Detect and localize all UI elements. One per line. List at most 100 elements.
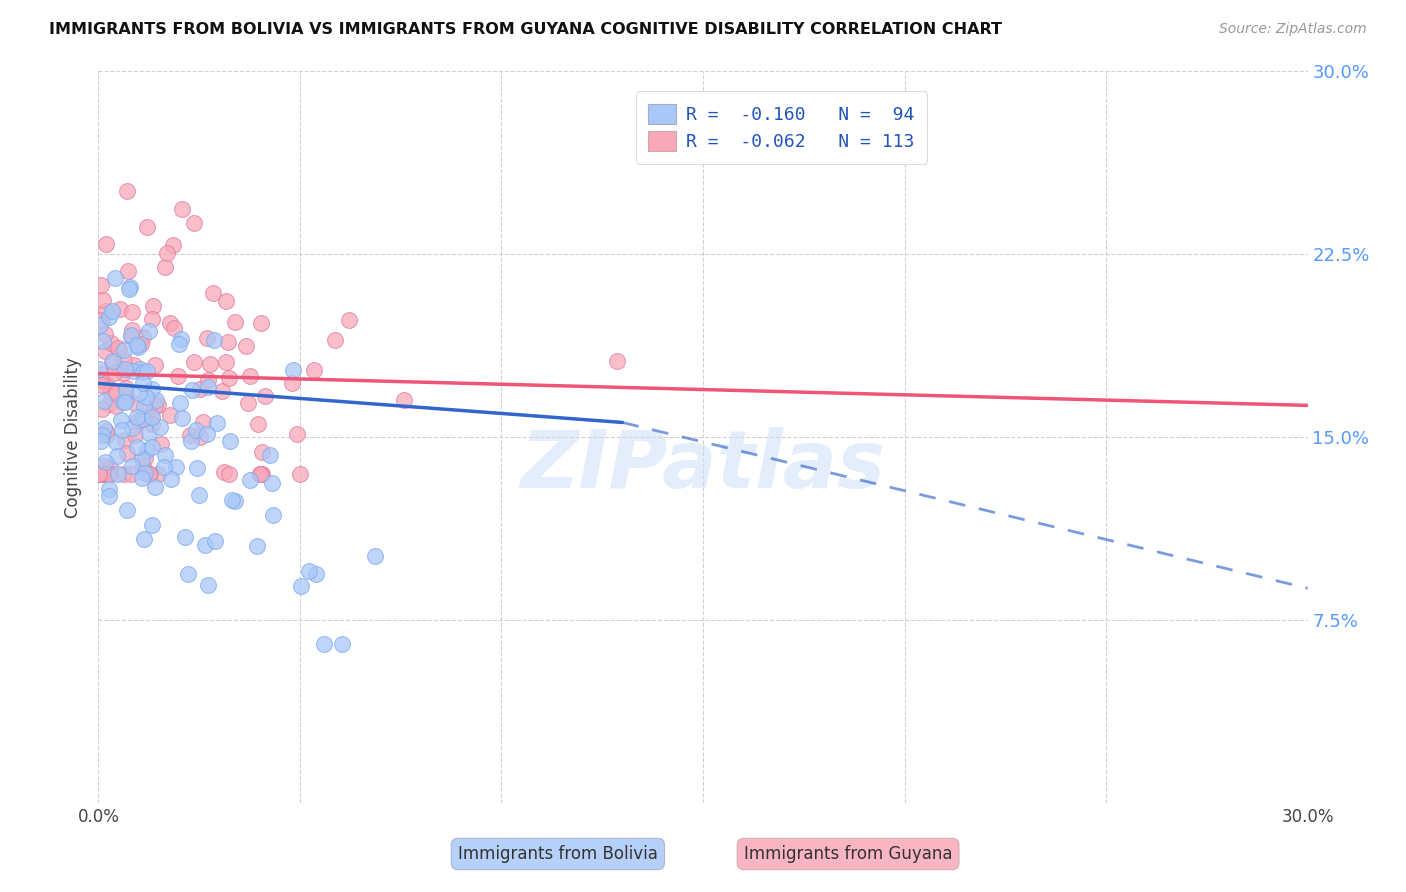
Point xyxy=(87,467,110,481)
Point xyxy=(236,396,259,410)
Point xyxy=(150,437,173,451)
Point xyxy=(194,538,217,552)
Point xyxy=(138,467,160,481)
Point xyxy=(259,448,281,462)
Point xyxy=(129,337,152,351)
Point xyxy=(110,413,132,427)
Point xyxy=(149,419,172,434)
Point xyxy=(100,467,122,481)
Point xyxy=(162,238,184,252)
Point xyxy=(122,359,145,373)
Point xyxy=(132,376,155,391)
Point xyxy=(134,451,156,466)
Point xyxy=(252,444,274,458)
Point xyxy=(183,355,205,369)
Point xyxy=(143,358,166,372)
Point xyxy=(134,467,156,481)
Point xyxy=(249,316,271,330)
Point xyxy=(281,376,304,390)
Point xyxy=(163,320,186,334)
Point xyxy=(215,293,238,308)
Point xyxy=(205,417,228,431)
Point xyxy=(160,471,183,485)
Point xyxy=(262,508,284,523)
Point xyxy=(120,328,142,343)
Point xyxy=(191,415,214,429)
Point xyxy=(159,408,181,422)
Point xyxy=(100,335,122,350)
Point xyxy=(107,449,129,463)
Point xyxy=(91,313,114,327)
Point xyxy=(330,637,353,651)
Point xyxy=(221,492,243,507)
Point xyxy=(97,467,120,481)
Point xyxy=(87,362,110,376)
Point xyxy=(197,373,219,387)
Point xyxy=(290,467,312,481)
Point xyxy=(94,304,117,318)
Point xyxy=(103,366,125,380)
Point xyxy=(262,475,284,490)
Point xyxy=(111,423,134,437)
Point xyxy=(115,184,138,198)
Point xyxy=(97,397,120,411)
Point xyxy=(118,282,141,296)
Text: Source: ZipAtlas.com: Source: ZipAtlas.com xyxy=(1219,22,1367,37)
Point xyxy=(98,310,121,324)
Point xyxy=(100,303,122,318)
Point xyxy=(173,530,195,544)
Point xyxy=(141,440,163,454)
Point xyxy=(156,245,179,260)
Point xyxy=(94,455,117,469)
Point xyxy=(112,395,135,409)
Point xyxy=(91,458,114,473)
Point xyxy=(197,577,219,591)
Point xyxy=(215,355,238,369)
Point xyxy=(107,467,129,482)
Point xyxy=(177,566,200,581)
Point xyxy=(96,428,118,442)
Point xyxy=(131,412,153,426)
Point xyxy=(314,637,336,651)
Point xyxy=(96,467,118,481)
Point xyxy=(153,448,176,462)
Point xyxy=(217,335,239,350)
Point xyxy=(107,343,129,357)
Point xyxy=(249,467,271,481)
Point xyxy=(118,280,141,294)
Point xyxy=(218,467,240,481)
Point xyxy=(125,409,148,424)
Point xyxy=(201,286,224,301)
Point xyxy=(127,440,149,454)
Point xyxy=(364,549,387,563)
Point xyxy=(135,364,157,378)
Point xyxy=(96,377,118,392)
Point xyxy=(108,361,131,376)
Point xyxy=(129,362,152,376)
Point xyxy=(141,409,163,424)
Point xyxy=(93,334,115,348)
Point xyxy=(104,385,127,400)
Point xyxy=(170,411,193,425)
Point xyxy=(249,467,271,481)
Point xyxy=(136,443,159,458)
Point xyxy=(134,412,156,426)
Point xyxy=(167,337,190,351)
Point xyxy=(96,424,118,438)
Point xyxy=(112,467,135,481)
Point xyxy=(290,579,312,593)
Point xyxy=(202,333,225,347)
Point xyxy=(121,458,143,473)
Point xyxy=(246,417,269,431)
Point xyxy=(114,434,136,448)
Point xyxy=(115,503,138,517)
Point xyxy=(90,467,112,481)
Point xyxy=(254,389,277,403)
Point xyxy=(124,428,146,442)
Point xyxy=(197,380,219,394)
Point xyxy=(285,426,308,441)
Point xyxy=(132,365,155,379)
Point xyxy=(141,382,163,396)
Point xyxy=(159,316,181,330)
Point xyxy=(131,452,153,467)
